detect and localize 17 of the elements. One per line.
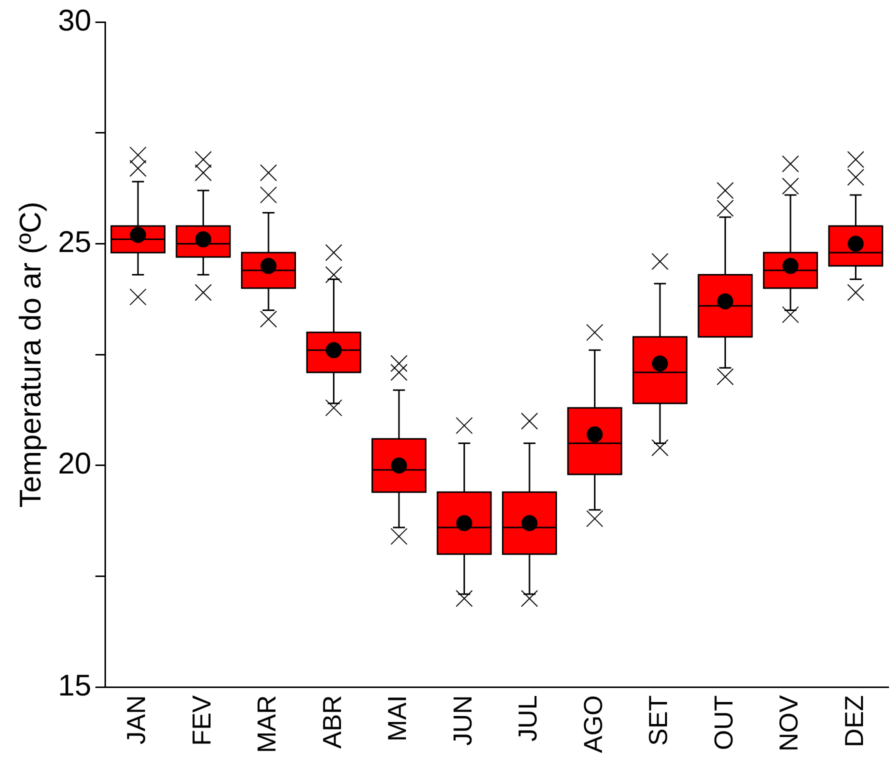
y-tick-label: 25 (58, 226, 92, 260)
x-tick-label: JAN (121, 695, 152, 744)
y-tick-label: 30 (58, 4, 92, 38)
x-tick-label: SET (643, 695, 674, 746)
x-tick-label: AGO (578, 695, 608, 754)
y-tick-label: 20 (58, 448, 92, 481)
x-tick-label: MAI (382, 695, 412, 742)
x-tick-label: NOV (774, 694, 804, 752)
x-tick-label: OUT (708, 695, 738, 750)
y-axis-title: Temperatura do ar (ºC) (14, 202, 48, 508)
x-tick-label: DEZ (838, 695, 869, 748)
x-tick-label: ABR (316, 695, 347, 749)
x-tick-label: JUL (512, 695, 543, 742)
x-tick-label: JUN (447, 695, 478, 746)
y-tick-label: 15 (58, 669, 92, 702)
x-tick-label: MAR (252, 695, 282, 753)
x-tick-label: FEV (186, 694, 216, 746)
